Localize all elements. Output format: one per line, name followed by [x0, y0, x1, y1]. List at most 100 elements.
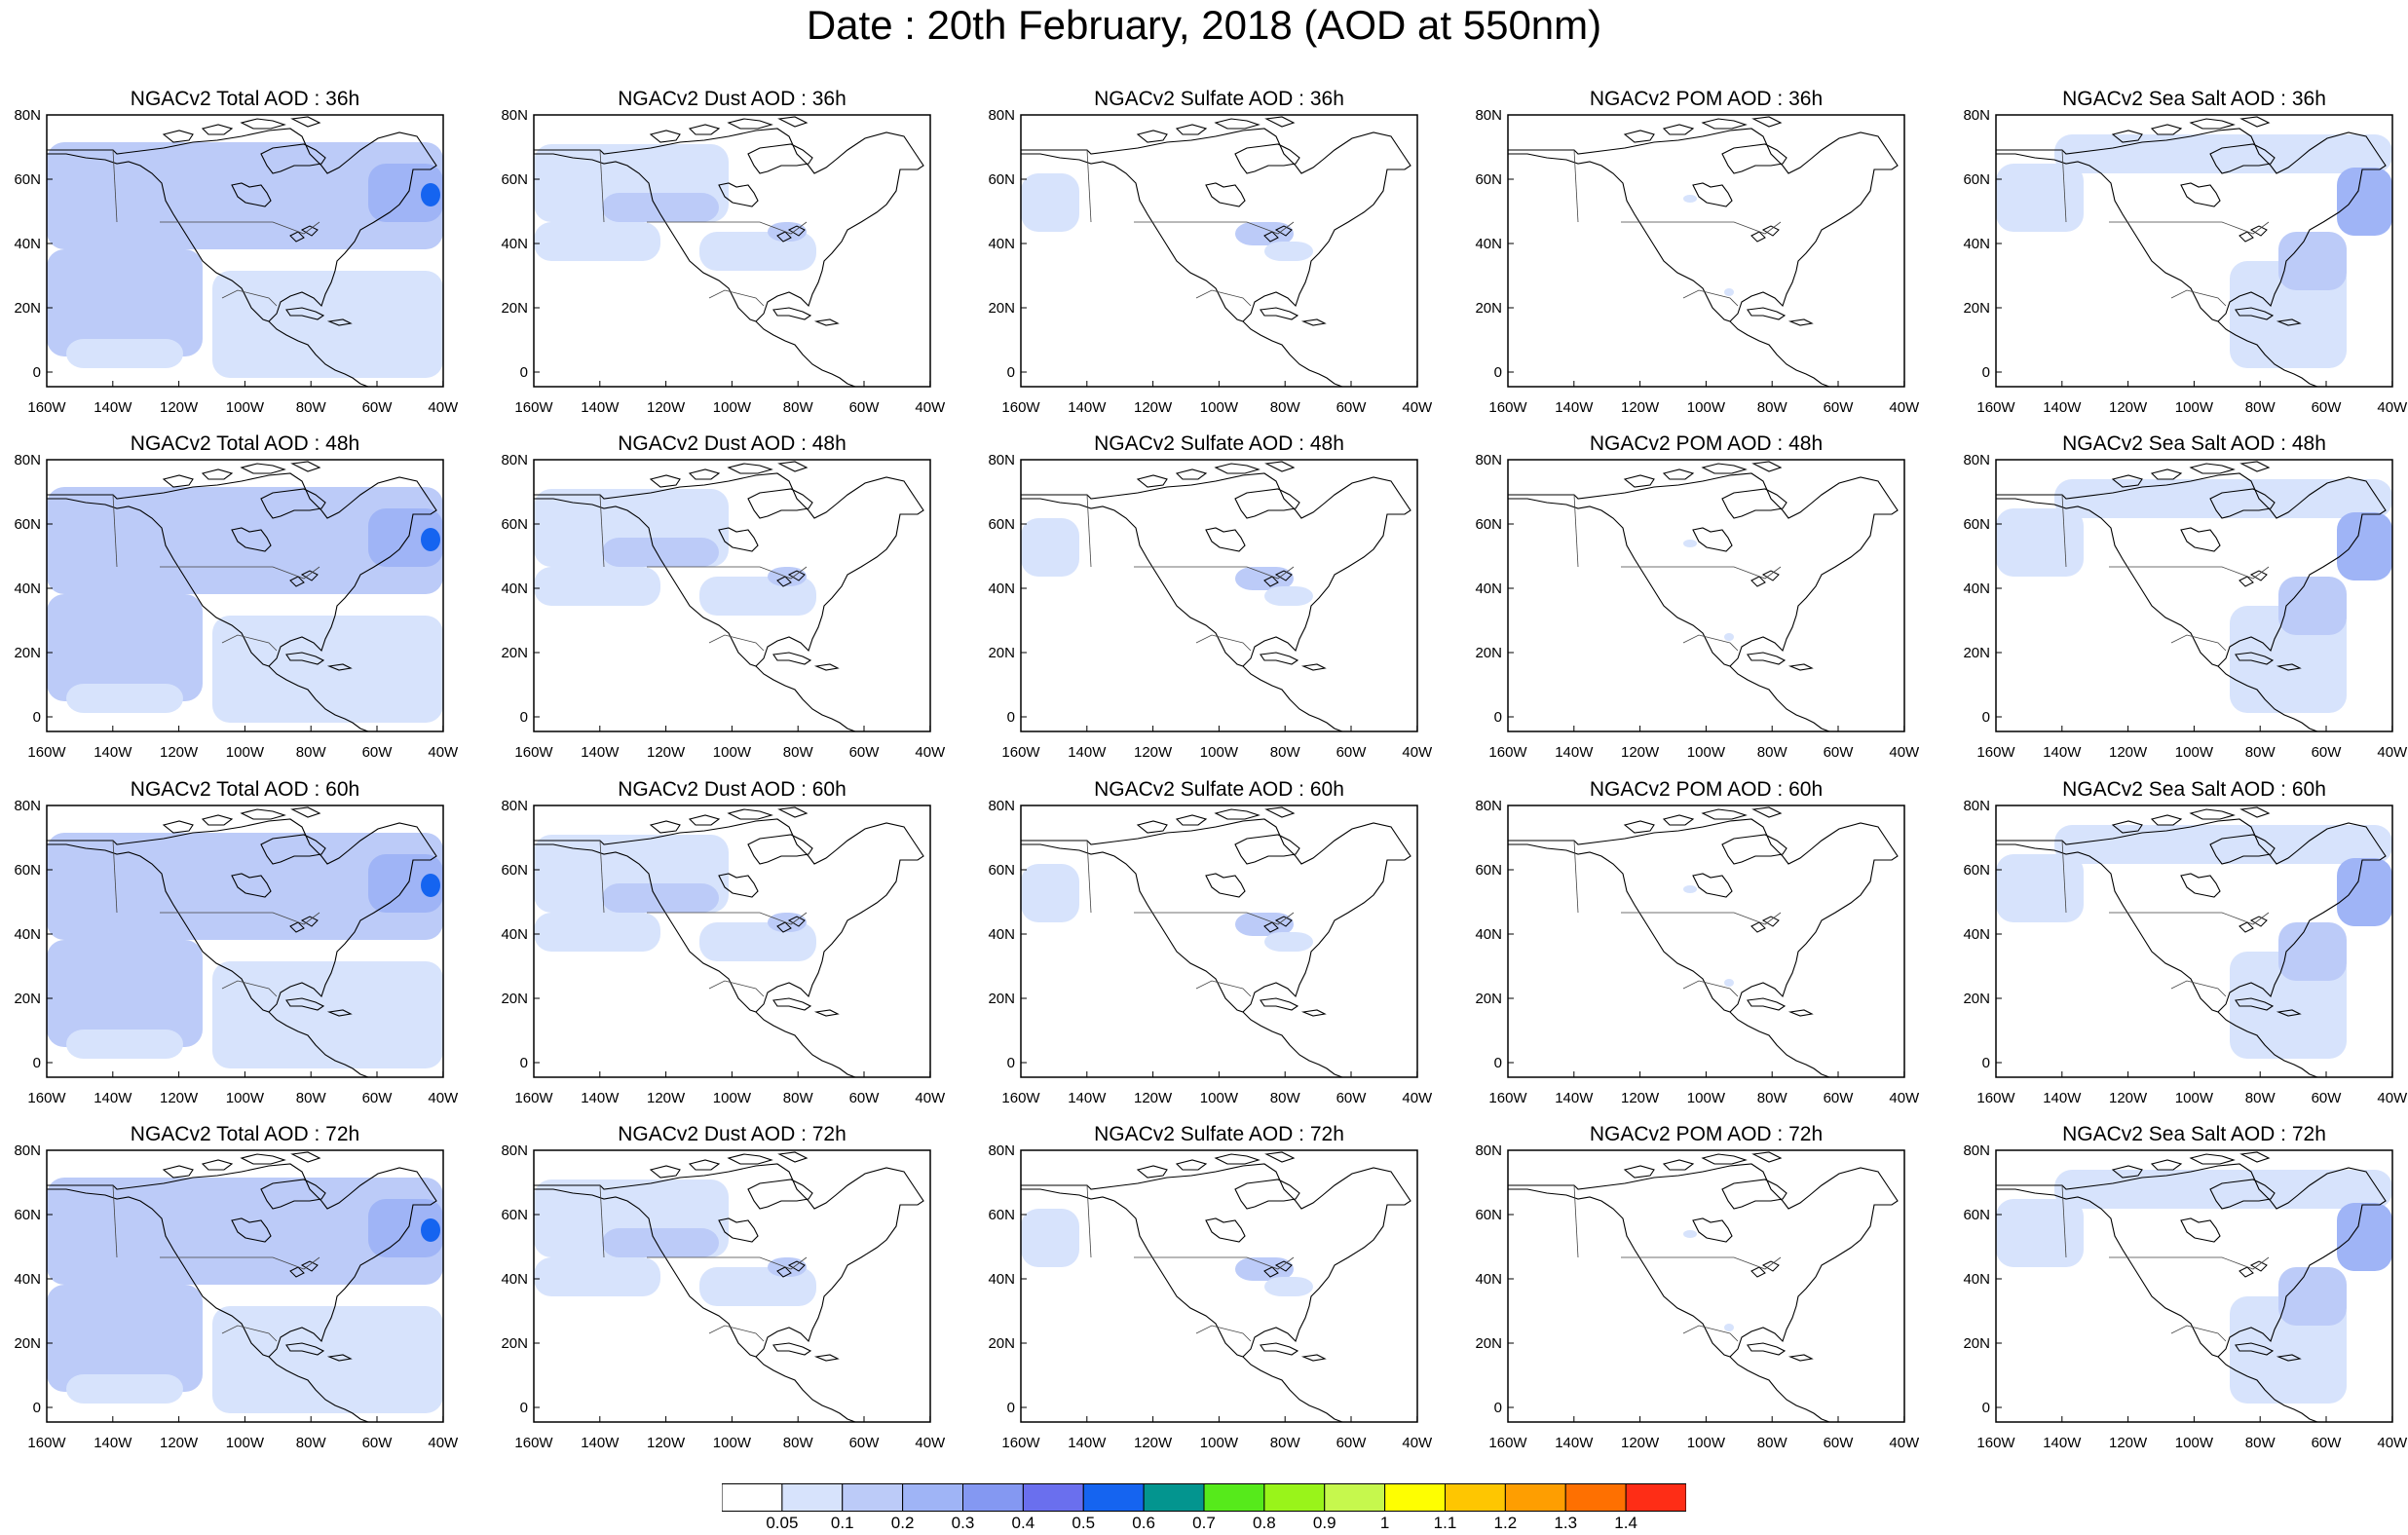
coastline [1623, 474, 1655, 488]
lake-outline [2249, 570, 2268, 581]
lon-tick-label: 160W [1976, 1435, 2015, 1451]
map-plot: 80N 60N 40N 20N 0 160W 140W 120W 100W 80W 60W 40W [501, 1142, 946, 1451]
coastline [1996, 128, 2387, 322]
coastline [2276, 1354, 2302, 1362]
lake-outline [289, 921, 305, 933]
lat-tick-label: 0 [1494, 1055, 1502, 1071]
lat-tick-label: 0 [520, 1400, 528, 1416]
aod-shading [1508, 806, 1899, 1077]
lon-tick-label: 160W [514, 399, 553, 416]
aod-region [2337, 1203, 2392, 1271]
coastline [1214, 808, 1260, 820]
colorbar-swatch [1022, 1483, 1084, 1512]
lon-tick-label: 120W [1621, 399, 1660, 416]
aod-shading [1021, 461, 1411, 731]
map-plot: 80N 60N 40N 20N 0 160W 140W 120W 100W 80W 60W 40W [1475, 107, 1920, 416]
lake-outline [300, 570, 319, 581]
lat-tick-label: 60N [1475, 862, 1502, 879]
political-border [160, 912, 320, 925]
aod-region [2337, 858, 2392, 926]
coastline [1701, 118, 1748, 130]
colorbar-label: 0.6 [1132, 1514, 1155, 1532]
coastline [777, 806, 809, 818]
lat-tick-label: 40N [1963, 236, 1990, 252]
lat-tick-label: 40N [14, 236, 41, 252]
lon-tick-label: 40W [1889, 399, 1920, 416]
coastline [718, 873, 759, 898]
lat-tick-label: 40N [1963, 926, 1990, 943]
lat-tick-label: 40N [988, 926, 1015, 943]
coastline [2217, 320, 2318, 387]
coastline [1260, 1342, 1299, 1356]
lat-tick-label: 40N [14, 1271, 41, 1288]
aod-region [1724, 288, 1734, 296]
lon-tick-label: 60W [1336, 1435, 1368, 1451]
panel-title: NGACv2 Dust AOD : 48h [618, 432, 847, 455]
coastline [1729, 1356, 1830, 1422]
panel-title: NGACv2 Sulfate AOD : 60h [1094, 778, 1344, 801]
lake-outline [1274, 1260, 1293, 1272]
coastline [2209, 834, 2276, 865]
coastline [1787, 318, 1814, 326]
lon-tick-label: 120W [1134, 1090, 1173, 1106]
political-border [1195, 1325, 1252, 1342]
coastline [2276, 1009, 2302, 1017]
lake-outline [776, 231, 792, 243]
coastline [1729, 320, 1830, 387]
aod-region [66, 684, 183, 713]
colorbar-swatch [1203, 1483, 1265, 1512]
lon-tick-label: 40W [915, 399, 946, 416]
aod-shading [1508, 116, 1899, 387]
political-border [1134, 1256, 1295, 1270]
coastline [1214, 1153, 1260, 1165]
lake-outline [1263, 921, 1279, 933]
map-plot: 80N 60N 40N 20N 0 160W 140W 120W 100W 80W 60W 40W [988, 798, 1433, 1106]
lat-tick-label: 40N [988, 580, 1015, 597]
coastline [772, 1342, 812, 1356]
lon-tick-label: 140W [94, 744, 132, 761]
coastline [268, 1356, 369, 1422]
map-frame [1020, 1149, 1418, 1423]
map-plot: 80N 60N 40N 20N 0 160W 140W 120W 100W 80W 60W 40W [988, 1142, 1433, 1451]
lon-tick-label: 100W [1200, 1090, 1239, 1106]
lat-tick-label: 40N [1963, 1271, 1990, 1288]
lon-tick-label: 40W [915, 744, 946, 761]
coastline [201, 814, 234, 826]
coastline [649, 820, 681, 834]
political-border [1195, 980, 1252, 997]
political-border [160, 566, 320, 580]
coastline [1721, 488, 1787, 519]
political-border [599, 840, 605, 914]
colorbar-label: 0.3 [951, 1514, 975, 1532]
coastline [231, 873, 272, 898]
coastline [1234, 143, 1300, 174]
coastline [1747, 307, 1787, 320]
colorbar-label: 1.3 [1554, 1514, 1578, 1532]
lat-tick-label: 0 [1982, 1400, 1990, 1416]
lat-tick-label: 20N [14, 645, 41, 661]
aod-region [1683, 885, 1697, 893]
coastline [1701, 1153, 1748, 1165]
coastline [649, 130, 681, 143]
lat-tick-label: 20N [1475, 300, 1502, 317]
lat-tick-label: 80N [1475, 452, 1502, 468]
colorbar-swatch [1625, 1483, 1686, 1512]
map-plot: 80N 60N 40N 20N 0 160W 140W 120W 100W 80W 60W 40W [1963, 452, 2408, 761]
coastline [1260, 307, 1299, 320]
coastline [1205, 182, 1246, 207]
aod-region [768, 567, 807, 586]
coastline [1205, 873, 1246, 898]
lat-tick-label: 40N [501, 236, 528, 252]
coastline [534, 472, 924, 667]
lake-outline [2239, 921, 2254, 933]
lake-outline [1274, 570, 1293, 581]
aod-region [1996, 1199, 2084, 1267]
lake-outline [1750, 921, 1766, 933]
lat-tick-label: 20N [988, 991, 1015, 1007]
aod-region [66, 1030, 183, 1059]
coastline [1214, 463, 1260, 474]
panel-title: NGACv2 Sea Salt AOD : 60h [2062, 778, 2326, 801]
lon-tick-label: 140W [2043, 399, 2082, 416]
lon-tick-label: 40W [915, 1090, 946, 1106]
coastline [813, 1009, 840, 1017]
